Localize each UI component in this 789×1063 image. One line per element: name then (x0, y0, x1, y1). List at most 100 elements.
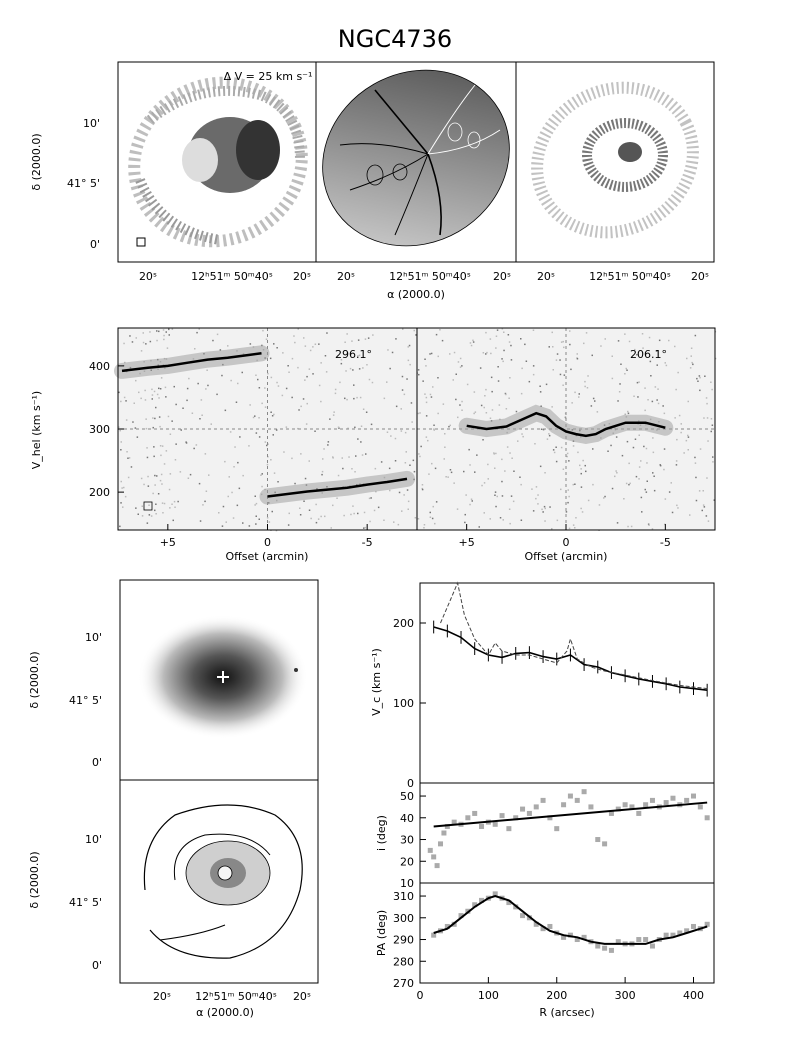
pa-point (561, 934, 567, 940)
noise-speck (546, 438, 549, 440)
inc-point (588, 804, 594, 810)
noise-speck (200, 399, 203, 401)
noise-speck (169, 507, 171, 509)
noise-speck (154, 484, 156, 486)
noise-speck (702, 490, 704, 492)
noise-speck (545, 383, 548, 386)
noise-speck (505, 408, 508, 410)
pv-xlabel-right: Offset (arcmin) (525, 550, 608, 563)
inc-point (492, 821, 498, 827)
noise-speck (433, 428, 435, 430)
rotation-curve-plot: 0 100 200 (393, 581, 708, 790)
noise-speck (345, 370, 347, 372)
noise-speck (707, 440, 709, 442)
noise-speck (654, 386, 657, 388)
noise-speck (473, 391, 476, 393)
noise-speck (267, 372, 269, 375)
noise-speck (264, 387, 266, 389)
noise-speck (611, 487, 614, 490)
noise-speck (707, 520, 710, 522)
noise-speck (478, 526, 480, 528)
noise-speck (578, 396, 580, 398)
noise-speck (587, 375, 589, 377)
kin-ytick: 290 (393, 934, 414, 947)
noise-speck (124, 495, 127, 498)
noise-speck (675, 464, 678, 466)
noise-speck (257, 378, 259, 381)
noise-speck (294, 482, 296, 485)
noise-speck (242, 522, 244, 524)
noise-speck (664, 362, 666, 364)
noise-speck (580, 472, 582, 475)
noise-speck (297, 427, 299, 430)
noise-speck (391, 351, 394, 354)
pa-ylabel: PA (deg) (375, 910, 388, 956)
noise-speck (714, 357, 717, 360)
noise-speck (485, 388, 487, 391)
noise-speck (383, 519, 385, 521)
noise-speck (424, 358, 426, 360)
noise-speck (343, 514, 345, 517)
noise-speck (269, 357, 272, 360)
noise-speck (358, 368, 361, 370)
noise-speck (230, 379, 232, 382)
noise-speck (468, 448, 470, 451)
noise-speck (153, 390, 156, 393)
noise-speck (706, 417, 709, 419)
noise-speck (161, 483, 163, 485)
noise-speck (362, 408, 365, 410)
noise-speck (469, 503, 471, 506)
inc-point (533, 804, 539, 810)
noise-speck (308, 509, 311, 511)
pv-xtick: -5 (362, 536, 373, 549)
noise-speck (330, 527, 332, 529)
noise-speck (461, 400, 463, 403)
noise-speck (161, 445, 164, 447)
noise-speck (432, 505, 434, 508)
noise-speck (542, 511, 544, 513)
noise-speck (534, 443, 536, 445)
noise-speck (628, 483, 630, 486)
noise-speck (482, 439, 484, 441)
noise-speck (414, 517, 417, 519)
noise-speck (564, 416, 567, 419)
noise-speck (584, 380, 586, 383)
noise-speck (125, 419, 128, 421)
img-xtick: 20ˢ (153, 990, 171, 1003)
noise-speck (509, 522, 511, 525)
noise-speck (531, 488, 533, 490)
noise-speck (324, 355, 327, 357)
vc-ylabel: V_c (km s⁻¹) (370, 648, 383, 716)
pa-point (479, 897, 485, 903)
noise-speck (540, 405, 542, 407)
noise-speck (490, 352, 492, 355)
img-ytick: 0' (92, 959, 102, 972)
noise-speck (352, 369, 354, 371)
noise-speck (390, 435, 392, 437)
noise-speck (580, 507, 582, 510)
noise-speck (151, 388, 153, 391)
noise-speck (254, 415, 256, 417)
noise-speck (140, 397, 142, 400)
noise-speck (398, 491, 401, 494)
pa-point (492, 891, 498, 897)
noise-speck (281, 394, 284, 397)
noise-speck (299, 514, 302, 516)
noise-speck (556, 519, 559, 522)
noise-speck (646, 480, 648, 482)
noise-speck (419, 455, 421, 458)
noise-speck (699, 389, 701, 392)
noise-speck (496, 495, 498, 498)
noise-speck (627, 525, 629, 528)
noise-speck (387, 349, 389, 351)
noise-speck (663, 412, 666, 415)
noise-speck (407, 500, 410, 503)
pa-point (431, 932, 437, 938)
noise-speck (495, 505, 497, 508)
noise-speck (249, 404, 251, 406)
inc-ylabel: i (deg) (375, 815, 388, 851)
noise-speck (320, 400, 322, 403)
noise-speck (683, 452, 685, 454)
noise-speck (134, 427, 137, 429)
noise-speck (224, 409, 227, 412)
